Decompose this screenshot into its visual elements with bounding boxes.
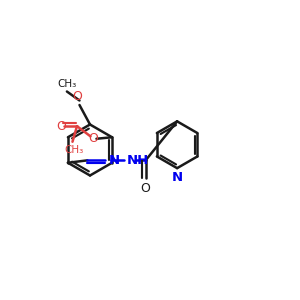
Text: O: O [88,132,98,145]
Text: O: O [141,182,151,195]
Text: O: O [72,90,82,103]
Text: O: O [56,120,66,133]
Text: N: N [172,170,183,184]
Text: CH₃: CH₃ [64,145,84,155]
Text: NH: NH [127,154,149,167]
Text: CH₃: CH₃ [58,79,77,89]
Text: N: N [108,154,119,167]
